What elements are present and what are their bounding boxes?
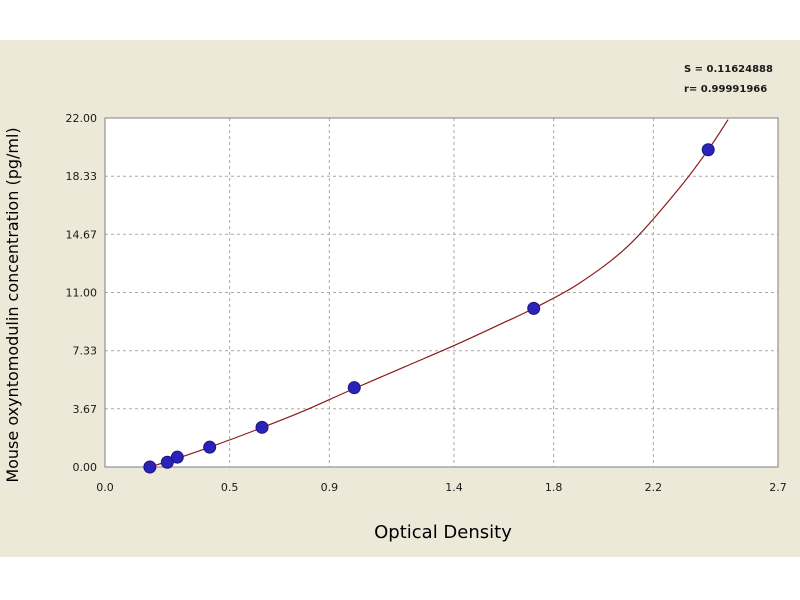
stat-s-value: S = 0.11624888 — [684, 64, 773, 75]
data-point — [527, 301, 541, 315]
y-tick-labels: 0.00 3.67 7.33 11.00 14.67 18.33 22.00 — [66, 112, 98, 474]
x-tick-label: 1.8 — [545, 481, 563, 494]
y-axis-title: Mouse oxyntomodulin concentration (pg/ml… — [3, 127, 22, 482]
plot-frame — [104, 117, 779, 468]
y-tick-label: 18.33 — [66, 170, 98, 183]
fit-curve — [149, 119, 729, 468]
data-points — [143, 143, 715, 474]
x-tick-label: 0.9 — [321, 481, 339, 494]
x-tick-label: 1.4 — [445, 481, 463, 494]
chart-panel: 0.00 3.67 7.33 11.00 14.67 18.33 22.00 0.0 0.5 0… — [0, 40, 800, 557]
x-tick-label: 2.2 — [645, 481, 663, 494]
y-tick-label: 7.33 — [73, 345, 98, 358]
y-tick-label: 11.00 — [66, 287, 98, 300]
stat-r-value: r= 0.99991966 — [684, 84, 767, 95]
y-tick-label: 22.00 — [66, 112, 98, 125]
data-point — [347, 381, 361, 395]
y-tick-label: 0.00 — [73, 461, 98, 474]
y-tick-label: 3.67 — [73, 403, 98, 416]
x-axis-title: Optical Density — [374, 522, 512, 543]
x-tick-label: 0.5 — [221, 481, 239, 494]
data-point — [255, 420, 269, 434]
x-tick-label: 0.0 — [96, 481, 114, 494]
data-point — [143, 460, 157, 474]
x-tick-label: 2.7 — [769, 481, 787, 494]
data-point — [170, 450, 184, 464]
data-point — [203, 440, 217, 454]
x-tick-labels: 0.0 0.5 0.9 1.4 1.8 2.2 2.7 — [96, 481, 787, 494]
data-point — [701, 143, 715, 157]
y-tick-label: 14.67 — [66, 228, 98, 241]
